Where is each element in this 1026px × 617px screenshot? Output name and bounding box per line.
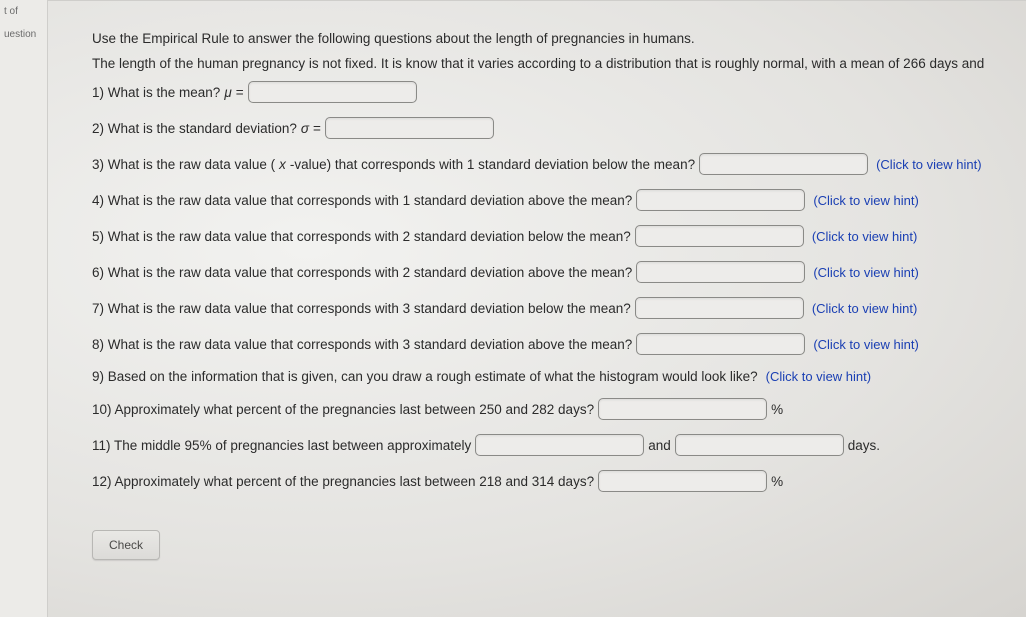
q8-text: 8) What is the raw data value that corre… — [92, 337, 632, 352]
q10-text: 10) Approximately what percent of the pr… — [92, 402, 594, 417]
question-2: 2) What is the standard deviation? σ = — [92, 117, 1014, 139]
q11-input-a[interactable] — [475, 434, 644, 456]
q3-input[interactable] — [699, 153, 868, 175]
q11-input-b[interactable] — [675, 434, 844, 456]
question-6: 6) What is the raw data value that corre… — [92, 261, 1014, 283]
q8-hint-link[interactable]: (Click to view hint) — [813, 337, 918, 352]
question-11: 11) The middle 95% of pregnancies last b… — [92, 434, 1014, 456]
q2-eq: = — [313, 121, 321, 136]
sigma-symbol: σ — [301, 121, 309, 136]
q6-input[interactable] — [636, 261, 805, 283]
q7-input[interactable] — [635, 297, 804, 319]
q12-input[interactable] — [598, 470, 767, 492]
q4-input[interactable] — [636, 189, 805, 211]
q3-text-b: -value) that corresponds with 1 standard… — [290, 157, 695, 172]
q11-suffix: days. — [848, 438, 880, 453]
question-9: 9) Based on the information that is give… — [92, 369, 1014, 384]
q9-text: 9) Based on the information that is give… — [92, 369, 758, 384]
q11-and: and — [648, 438, 671, 453]
left-rail: t of uestion — [0, 0, 48, 617]
q10-input[interactable] — [598, 398, 767, 420]
q8-input[interactable] — [636, 333, 805, 355]
question-10: 10) Approximately what percent of the pr… — [92, 398, 1014, 420]
intro-line-2: The length of the human pregnancy is not… — [92, 56, 1014, 71]
q10-suffix: % — [771, 402, 783, 417]
question-7: 7) What is the raw data value that corre… — [92, 297, 1014, 319]
q4-text: 4) What is the raw data value that corre… — [92, 193, 632, 208]
q5-hint-link[interactable]: (Click to view hint) — [812, 229, 917, 244]
rail-item-2: uestion — [0, 27, 47, 50]
question-8: 8) What is the raw data value that corre… — [92, 333, 1014, 355]
q3-text-a: 3) What is the raw data value ( — [92, 157, 275, 172]
q5-text: 5) What is the raw data value that corre… — [92, 229, 631, 244]
q2-text: 2) What is the standard deviation? — [92, 121, 297, 136]
q5-input[interactable] — [635, 225, 804, 247]
intro-line-1: Use the Empirical Rule to answer the fol… — [92, 31, 1014, 46]
q1-eq: = — [236, 85, 244, 100]
x-symbol: x — [279, 157, 286, 172]
question-5: 5) What is the raw data value that corre… — [92, 225, 1014, 247]
q12-suffix: % — [771, 474, 783, 489]
question-content: Use the Empirical Rule to answer the fol… — [48, 0, 1026, 617]
question-3: 3) What is the raw data value ( x -value) … — [92, 153, 1014, 175]
q7-hint-link[interactable]: (Click to view hint) — [812, 301, 917, 316]
q6-text: 6) What is the raw data value that corre… — [92, 265, 632, 280]
question-12: 12) Approximately what percent of the pr… — [92, 470, 1014, 492]
question-1: 1) What is the mean? μ = — [92, 81, 1014, 103]
q1-text: 1) What is the mean? — [92, 85, 220, 100]
q2-input[interactable] — [325, 117, 494, 139]
q12-text: 12) Approximately what percent of the pr… — [92, 474, 594, 489]
q7-text: 7) What is the raw data value that corre… — [92, 301, 631, 316]
rail-item-1: t of — [0, 4, 47, 27]
q3-hint-link[interactable]: (Click to view hint) — [876, 157, 981, 172]
q6-hint-link[interactable]: (Click to view hint) — [813, 265, 918, 280]
q11-text-a: 11) The middle 95% of pregnancies last b… — [92, 438, 471, 453]
question-4: 4) What is the raw data value that corre… — [92, 189, 1014, 211]
mu-symbol: μ — [224, 85, 231, 100]
q4-hint-link[interactable]: (Click to view hint) — [813, 193, 918, 208]
q1-input[interactable] — [248, 81, 417, 103]
check-button[interactable]: Check — [92, 530, 160, 560]
q9-hint-link[interactable]: (Click to view hint) — [766, 369, 871, 384]
